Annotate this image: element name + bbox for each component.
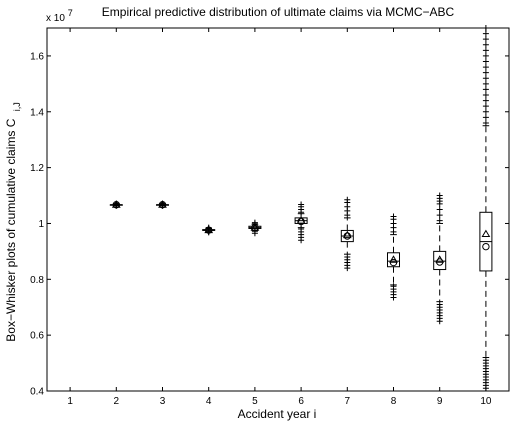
y-tick-label: 1.2 [30, 163, 44, 174]
box-group-year-2 [109, 200, 123, 209]
mean-triangle-marker [389, 255, 398, 263]
y-tick-label: 1 [38, 219, 44, 230]
x-tick-label: 4 [206, 396, 212, 407]
x-tick-label: 6 [298, 396, 304, 407]
y-tick-label: 0.6 [30, 331, 44, 342]
mean-triangle-marker [158, 200, 167, 208]
outlier-high-marker [482, 86, 489, 93]
plot-area: 1 2 3 4 5 6 7 8 9 10 0.4 0.6 0.8 1 1.2 1.4 1.6 [30, 25, 510, 407]
outlier-high-marker [436, 206, 443, 213]
outlier-low-marker [482, 357, 489, 364]
outlier-high-marker [482, 47, 489, 54]
box-group-year-9 [433, 192, 447, 325]
outlier-high-marker [482, 114, 489, 121]
box-group-year-8 [386, 213, 401, 301]
mean-triangle-marker [250, 223, 260, 231]
outlier-high-marker [390, 213, 397, 220]
box-group-year-5 [248, 219, 262, 237]
outlier-high-marker [482, 52, 489, 59]
observed-circle-marker [158, 201, 167, 209]
outlier-high-marker [482, 108, 489, 115]
mean-triangle-marker [111, 200, 121, 208]
outlier-high-marker [482, 103, 489, 110]
outlier-high-marker [482, 80, 489, 87]
x-tick-label: 3 [160, 396, 166, 407]
outlier-high-marker [482, 25, 489, 31]
y-axis-label-main: Box−Whisker plots of cumulative claims C [4, 118, 18, 341]
box-group-year-4 [202, 224, 216, 236]
mean-triangle-marker [342, 230, 352, 239]
box-group-year-7 [340, 196, 354, 272]
y-tick-label: 1.6 [30, 51, 44, 62]
outlier-high-marker [482, 69, 489, 76]
outlier-high-marker [482, 75, 489, 82]
y-multiplier: x 10 7 [46, 8, 73, 24]
mean-triangle-marker [296, 216, 306, 224]
x-tick-label: 10 [480, 396, 492, 407]
outlier-high-marker [298, 201, 305, 208]
y-tick-label: 1.4 [30, 107, 44, 118]
outlier-low-marker [344, 253, 351, 260]
plot-frame [46, 27, 510, 392]
y-tick-label: 0.4 [30, 387, 44, 398]
observed-circle-marker [343, 232, 351, 240]
outlier-high-marker [344, 196, 351, 203]
outlier-high-marker [436, 217, 443, 224]
outlier-low-marker [390, 283, 397, 290]
box-group-year-10 [479, 25, 493, 392]
outlier-high-marker [436, 192, 443, 199]
x-tick-label: 8 [391, 396, 397, 407]
observed-circle-marker [436, 258, 444, 266]
outlier-low-marker [298, 226, 305, 233]
mean-triangle-marker [204, 225, 214, 234]
outlier-low-marker [436, 301, 443, 308]
mean-triangle-marker [481, 229, 491, 238]
x-tick-label: 7 [345, 396, 351, 407]
y-multiplier-base: x 10 [46, 13, 65, 24]
observed-circle-marker [389, 258, 398, 267]
outlier-high-marker [482, 64, 489, 71]
outlier-high-marker [482, 119, 489, 126]
iqr-box [433, 250, 447, 271]
outlier-high-marker [482, 36, 489, 43]
observed-circle-marker [482, 242, 490, 251]
observed-circle-marker [297, 217, 305, 226]
y-axis-label: Box−Whisker plots of cumulative claims C… [4, 102, 22, 341]
y-multiplier-exp: 7 [68, 8, 73, 18]
outlier-high-marker [482, 30, 489, 37]
outlier-high-marker [482, 41, 489, 48]
outlier-high-marker [436, 212, 443, 219]
x-axis-label: Accident year i [238, 407, 317, 421]
x-tick-label: 2 [114, 396, 120, 407]
chart-title: Empirical predictive distribution of ult… [102, 5, 455, 19]
observed-circle-marker [112, 201, 121, 209]
y-tick-label: 0.8 [30, 275, 44, 286]
x-tick-label: 1 [67, 396, 73, 407]
box-group-year-3 [155, 200, 170, 209]
x-tick-label: 5 [252, 396, 258, 407]
box-group-year-6 [294, 201, 308, 244]
outlier-high-marker [482, 92, 489, 99]
x-tick-label: 9 [437, 396, 443, 407]
y-axis-label-sub: i,J [12, 102, 22, 111]
observed-circle-marker [251, 223, 259, 232]
observed-circle-marker [205, 226, 213, 234]
outlier-high-marker [482, 58, 489, 65]
outlier-high-marker [482, 97, 489, 104]
